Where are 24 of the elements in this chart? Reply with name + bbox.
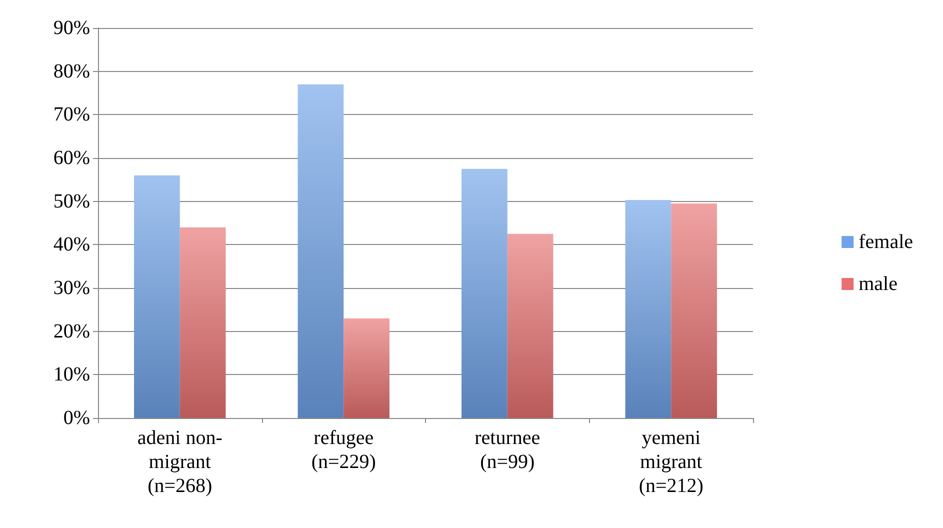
y-tick-label: 20% bbox=[53, 320, 90, 342]
x-tick-label: refugee (n=229) bbox=[311, 427, 376, 473]
y-tick-label: 70% bbox=[53, 104, 90, 126]
bar bbox=[507, 234, 554, 418]
bar bbox=[134, 175, 180, 418]
y-tick-label: 30% bbox=[53, 277, 90, 299]
y-tick-label: 10% bbox=[53, 364, 90, 386]
y-tick-label: 80% bbox=[53, 60, 90, 82]
bar bbox=[180, 227, 226, 418]
x-tick-label: adeni non- migrant (n=268) bbox=[137, 427, 222, 497]
legend-label: male bbox=[858, 273, 898, 295]
y-tick-label: 90% bbox=[53, 17, 90, 39]
bar bbox=[462, 168, 508, 418]
x-tick-label: returnee (n=99) bbox=[474, 427, 540, 473]
y-tick-label: 50% bbox=[53, 190, 90, 212]
legend-label: female bbox=[858, 231, 914, 253]
bar bbox=[671, 204, 717, 418]
bar bbox=[344, 318, 390, 418]
y-tick-label: 40% bbox=[53, 234, 90, 256]
bar bbox=[298, 84, 344, 418]
y-tick-label: 60% bbox=[53, 147, 90, 169]
y-tick-label: 0% bbox=[63, 407, 90, 429]
bar bbox=[625, 200, 672, 418]
x-tick-label: yemeni migrant (n=212) bbox=[638, 427, 704, 497]
